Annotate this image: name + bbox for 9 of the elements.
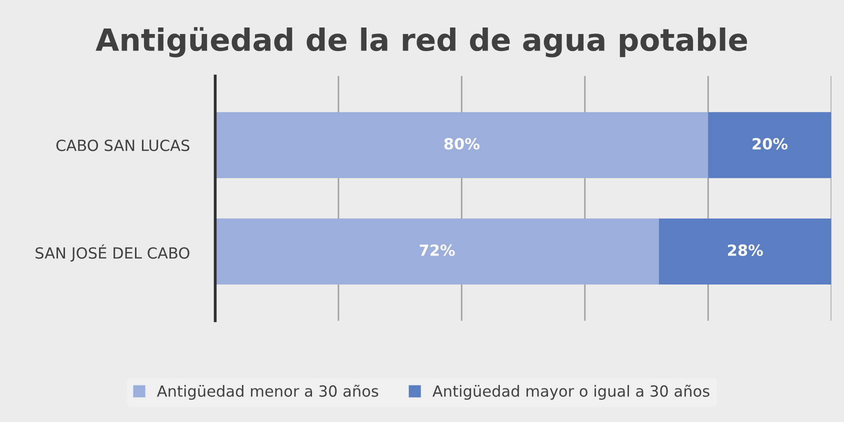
data-label: 28% [728, 244, 763, 256]
legend-label: Antigüedad mayor o igual a 30 años [432, 384, 710, 400]
chart-title: Antigüedad de la red de agua potable [96, 27, 748, 58]
y-tick-label: CABO SAN LUCAS [56, 140, 190, 152]
y-tick-label: SAN JOSÉ DEL CABO [36, 244, 190, 262]
legend-label: Antigüedad menor a 30 años [156, 384, 378, 400]
data-label: 72% [420, 244, 455, 256]
data-label: 20% [752, 138, 788, 150]
data-label: 80% [444, 138, 480, 150]
